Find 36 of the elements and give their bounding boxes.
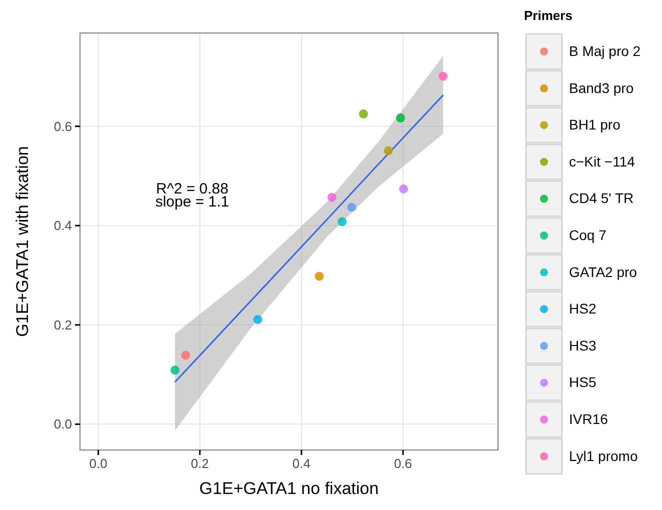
legend-label: HS5 <box>569 374 596 390</box>
point <box>314 272 324 281</box>
x-tick-label: 0.0 <box>89 456 108 471</box>
legend-label: HS3 <box>569 337 596 354</box>
point <box>327 192 336 202</box>
y-axis-title: G1E+GATA1 with fixation <box>13 146 32 337</box>
point <box>170 366 180 375</box>
y-tick-label: 0.6 <box>54 118 72 134</box>
point <box>358 109 368 118</box>
point <box>347 202 356 212</box>
legend-label: HS2 <box>569 300 596 317</box>
x-tick-label: 0.6 <box>394 456 412 471</box>
point <box>438 72 448 81</box>
x-axis-title: G1E+GATA1 no fixation <box>199 479 379 498</box>
legend-label: GATA2 pro <box>569 264 638 280</box>
legend-label: Lyl1 promo <box>569 448 638 464</box>
y-tick-label: 0.4 <box>54 218 72 234</box>
legend-label: B Maj pro 2 <box>569 43 641 59</box>
point <box>181 350 190 360</box>
legend-label: Band3 pro <box>569 80 634 96</box>
legend-label: CD4 5' TR <box>569 190 634 206</box>
legend-label: BH1 pro <box>569 116 621 133</box>
x-tick-label: 0.4 <box>292 456 310 471</box>
legend-title: Primers <box>524 8 572 23</box>
legend-label: Coq 7 <box>569 227 607 243</box>
legend-label: c−Kit −114 <box>569 153 636 170</box>
point <box>399 184 408 194</box>
y-tick-label: 0.2 <box>54 317 72 332</box>
x-tick-label: 0.2 <box>190 456 209 471</box>
point <box>253 314 262 324</box>
annotation: slope = 1.1 <box>155 193 230 210</box>
point <box>384 146 393 156</box>
point <box>338 217 347 226</box>
legend-label: IVR16 <box>569 411 608 427</box>
point <box>396 113 405 122</box>
y-tick-label: 0.0 <box>54 416 72 432</box>
